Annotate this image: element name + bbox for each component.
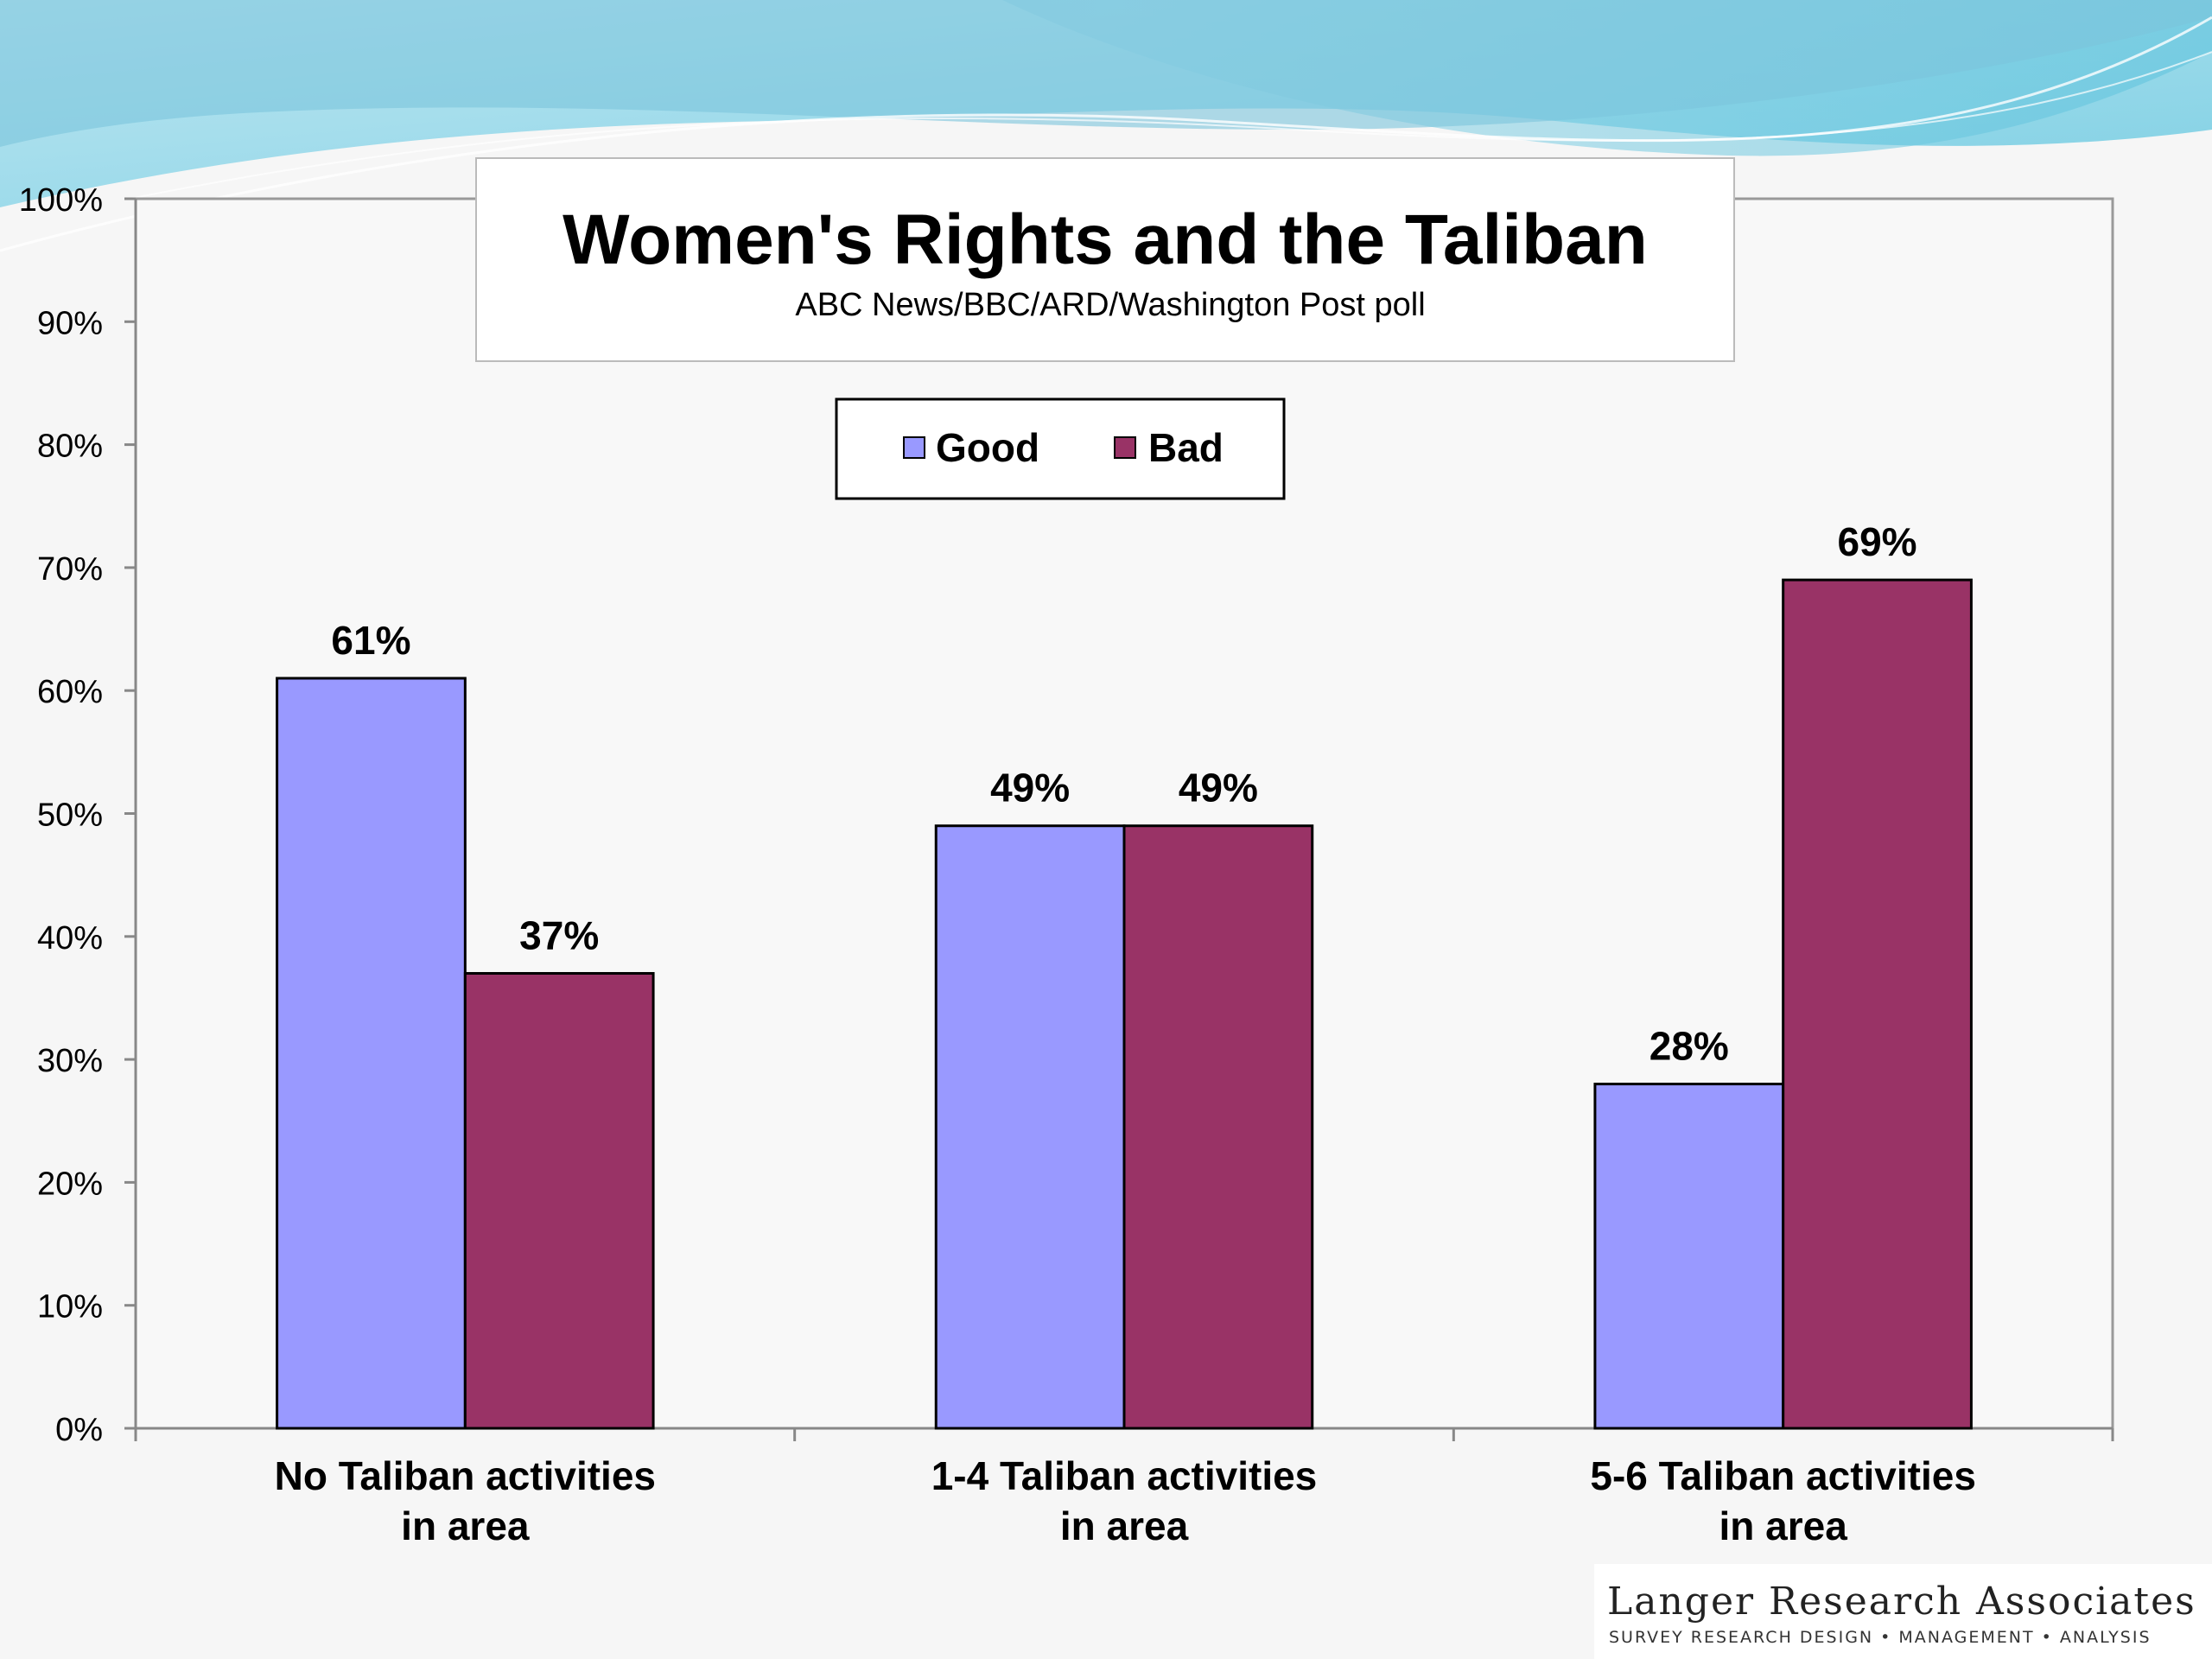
bars [276,578,1973,1430]
langer-research-logo: Langer Research Associates SURVEY RESEAR… [1594,1564,2212,1659]
logo-name: Langer Research Associates [1607,1580,2196,1624]
title-box: Women's Rights and the Taliban ABC News/… [475,157,1735,362]
bar-good-2 [934,824,1126,1430]
y-tick-label: 70% [37,551,103,588]
header-wave-decoration [0,0,2212,252]
data-label-bad-2: 49% [1179,766,1258,810]
y-tick-label: 100% [19,182,103,219]
legend-label-bad: Bad [1148,425,1224,470]
header-wave-line-2 [129,51,2212,200]
y-tick-label: 40% [37,920,103,957]
logo-background [1594,1564,2212,1659]
legend-label-good: Good [936,425,1039,470]
data-labels: 61% 37% 49% 49% 28% 69% [331,519,1916,1068]
data-label-good-1: 61% [331,618,410,663]
y-axis: 0% 10% 20% 30% 40% 50% 60% 70% 80% 90% 100% [19,182,137,1448]
bar-bad-1 [463,971,655,1430]
category-labels: No Taliban activities in area 1-4 Taliban … [275,1453,1976,1548]
data-label-good-3: 28% [1649,1024,1729,1069]
y-tick-label: 20% [37,1166,103,1202]
bar-bad-2 [1122,824,1314,1430]
y-tick-label: 10% [37,1289,103,1325]
chart-title: Women's Rights and the Taliban [563,200,1648,279]
y-tick-label: 60% [37,674,103,710]
bar-good-1 [276,677,467,1430]
header-wave-band [0,0,2212,147]
bar-good-3 [1593,1083,1785,1430]
header-wave-line-1 [0,16,2212,252]
y-tick-label: 90% [37,305,103,341]
category-label: No Taliban activities [275,1453,656,1498]
legend-swatch-bad [1114,436,1136,459]
data-label-bad-3: 69% [1837,519,1916,564]
bar-bad-3 [1782,578,1973,1430]
x-axis [134,1427,2114,1441]
y-tick-label: 80% [37,429,103,465]
title-box-frame [475,157,1735,362]
category-label: in area [1719,1503,1848,1548]
data-label-good-2: 49% [990,766,1070,810]
y-tick-label: 30% [37,1043,103,1079]
category-label: in area [1060,1503,1189,1548]
category-label: 1-4 Taliban activities [931,1453,1318,1498]
legend-swatch-good [903,436,925,459]
logo-tagline: SURVEY RESEARCH DESIGN • MANAGEMENT • AN… [1609,1628,2152,1647]
y-tick-label: 50% [37,798,103,834]
data-label-bad-1: 37% [519,912,599,957]
legend: Good Bad [835,397,1286,500]
chart-subtitle: ABC News/BBC/ARD/Washington Post poll [795,287,1425,323]
category-label: 5-6 Taliban activities [1590,1453,1976,1498]
category-label: in area [401,1503,530,1548]
y-tick-label: 0% [55,1412,103,1448]
